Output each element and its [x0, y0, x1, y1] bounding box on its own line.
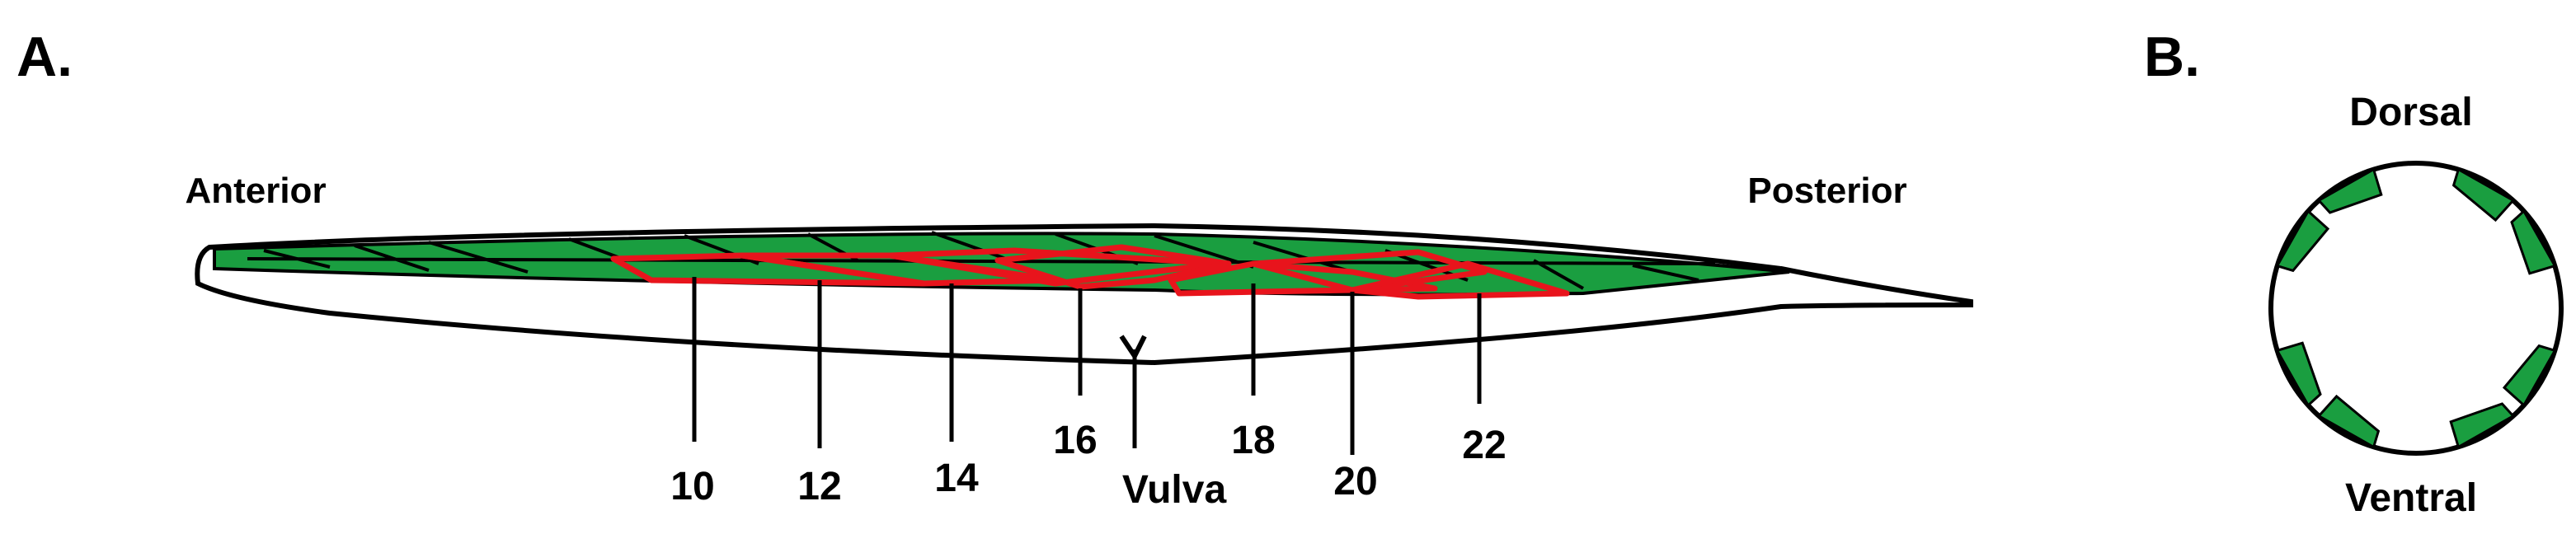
marker-label: 22	[1462, 424, 1506, 467]
posterior-label: Posterior	[1747, 171, 1906, 211]
muscle-cell	[2510, 208, 2557, 275]
panel-a-label: A.	[16, 26, 73, 88]
marker-label: 10	[670, 465, 714, 508]
marker-label: 14	[934, 457, 979, 500]
marker-label: 18	[1231, 419, 1275, 462]
ventral-label: Ventral	[2345, 476, 2477, 520]
muscle-cell	[2449, 402, 2516, 449]
muscle-cell	[2316, 394, 2381, 449]
muscle-cell	[2316, 167, 2383, 214]
red-cells	[610, 244, 1570, 300]
anterior-label: Anterior	[185, 171, 326, 211]
dorsal-label: Dorsal	[2349, 91, 2472, 134]
marker-label: 20	[1333, 460, 1377, 504]
vulva-label: Vulva	[1122, 468, 1227, 512]
panel-b-label: B.	[2144, 26, 2200, 88]
marker-label: 12	[797, 465, 841, 508]
muscle-cell	[2275, 341, 2322, 408]
marker-label: 16	[1053, 419, 1097, 462]
muscle-cell	[2451, 167, 2516, 222]
muscle-cell	[2502, 344, 2557, 408]
cross-section	[2268, 161, 2564, 456]
muscle-cell	[2275, 208, 2330, 273]
